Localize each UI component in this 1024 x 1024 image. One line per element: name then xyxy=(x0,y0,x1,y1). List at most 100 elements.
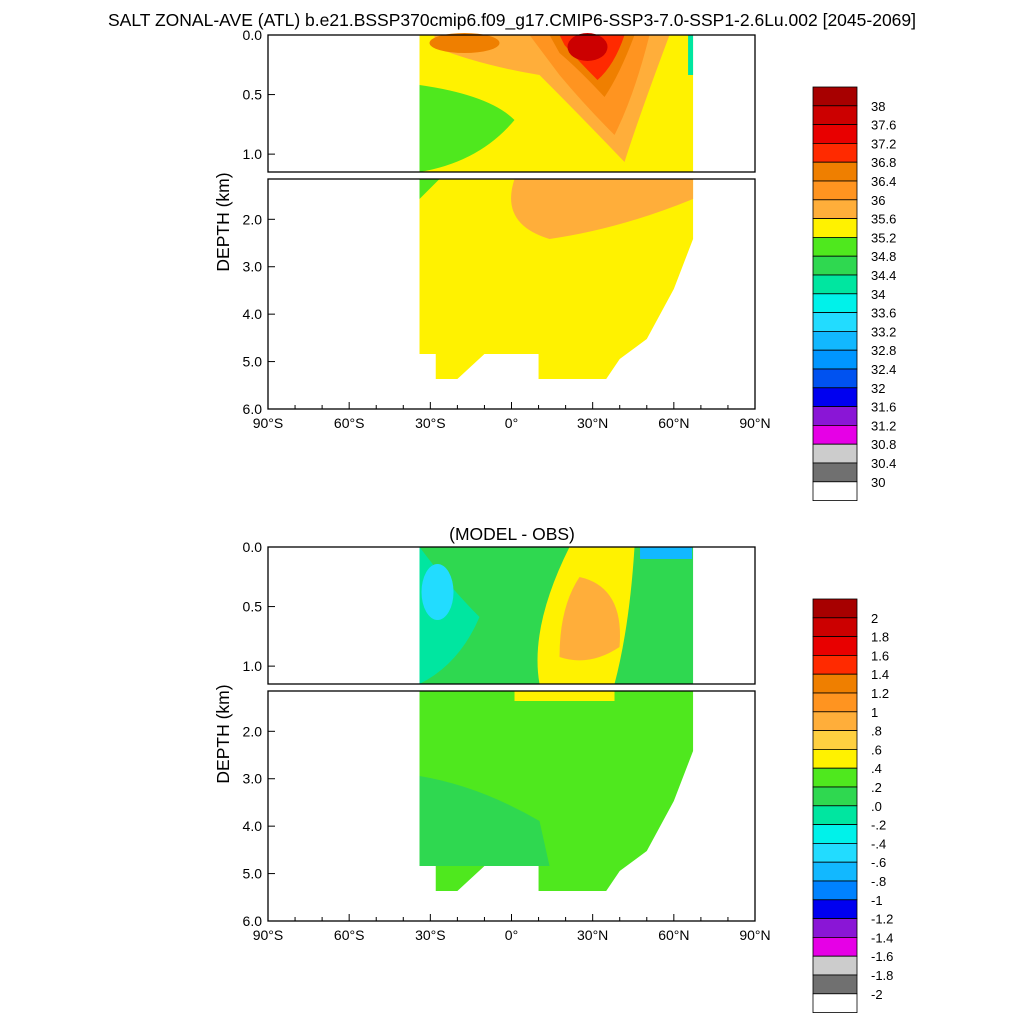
colorbar-label: .0 xyxy=(871,799,882,814)
colorbar-swatch xyxy=(812,199,858,220)
x-tick-label: 90°N xyxy=(739,927,770,943)
colorbar: 38 37.6 37.2 36.8 36.4 36 35.6 35.2 34.8 34.4 34 33… xyxy=(812,86,896,501)
field-shading xyxy=(419,547,694,891)
y-tick-label: 6.0 xyxy=(243,913,263,929)
y-tick-label: 2.0 xyxy=(243,723,263,739)
colorbar-swatch xyxy=(812,330,858,351)
x-tick-label: 0° xyxy=(505,415,518,431)
colorbar-label: .4 xyxy=(871,761,882,776)
colorbar-label: -.8 xyxy=(871,874,886,889)
colorbar-swatch xyxy=(812,105,858,126)
y-tick-label: 0.5 xyxy=(243,599,263,615)
panel-2: (MODEL - OBS) 90°S 60°S 30°S 0° 30°N 60°N 90°N 0… xyxy=(213,524,893,1013)
y-axis-label: DEPTH (km) xyxy=(213,684,233,783)
colorbar-swatch xyxy=(812,424,858,445)
colorbar-label: 36.4 xyxy=(871,174,896,189)
colorbar-swatch xyxy=(812,730,858,750)
colorbar-label: .6 xyxy=(871,742,882,757)
colorbar-label: 30.4 xyxy=(871,456,896,471)
colorbar-swatch xyxy=(812,861,858,882)
colorbar-label: 35.2 xyxy=(871,230,896,245)
field-shading xyxy=(419,33,694,379)
colorbar-swatch xyxy=(812,805,858,825)
colorbar-swatch xyxy=(812,387,858,407)
panels: 90°S 60°S 30°S 0° 30°N 60°N 90°N0.00.51.02.03.… xyxy=(213,27,896,1013)
y-tick-label: 1.0 xyxy=(243,658,263,674)
colorbar-swatch xyxy=(812,749,858,769)
colorbar-swatch xyxy=(812,368,858,389)
colorbar-swatch xyxy=(812,598,858,619)
colorbar-label: 37.2 xyxy=(871,136,896,151)
plot-frame-upper xyxy=(267,34,756,173)
colorbar-swatch xyxy=(812,974,858,995)
colorbar-swatch xyxy=(812,955,858,976)
field-region xyxy=(640,547,693,559)
colorbar-label: -.4 xyxy=(871,836,886,851)
colorbar-label: 1 xyxy=(871,705,878,720)
plot-frame-upper xyxy=(267,546,756,685)
colorbar-swatch xyxy=(812,655,858,675)
colorbar-swatch xyxy=(812,993,858,1013)
colorbar-label: 1.8 xyxy=(871,630,889,645)
field-region xyxy=(419,85,515,172)
y-tick-label: 4.0 xyxy=(243,818,263,834)
colorbar-swatch xyxy=(812,899,858,919)
colorbar-label: -1.6 xyxy=(871,949,893,964)
colorbar-swatch xyxy=(812,617,858,637)
colorbar-label: 37.6 xyxy=(871,118,896,133)
colorbar-label: -.6 xyxy=(871,855,886,870)
colorbar-label: 35.6 xyxy=(871,212,896,227)
x-tick-label: 30°S xyxy=(415,927,446,943)
y-tick-label: 2.0 xyxy=(243,211,263,227)
colorbar-label: .2 xyxy=(871,780,882,795)
y-tick-label: 3.0 xyxy=(243,259,263,275)
colorbar-swatch xyxy=(812,274,858,295)
colorbar-swatch xyxy=(812,180,858,201)
colorbar-swatch xyxy=(812,255,858,276)
colorbar-swatch xyxy=(812,843,858,863)
x-tick-label: 90°S xyxy=(253,415,284,431)
field-region xyxy=(429,33,500,53)
colorbar-label: 30.8 xyxy=(871,437,896,452)
colorbar-swatch xyxy=(812,161,858,182)
field-region xyxy=(559,577,621,661)
x-tick-label: 90°S xyxy=(253,927,284,943)
colorbar-swatch xyxy=(812,293,858,313)
y-tick-label: 0.5 xyxy=(243,87,263,103)
panel-1: 90°S 60°S 30°S 0° 30°N 60°N 90°N 0.0 0.5 1.0 2.0 3.… xyxy=(213,27,896,501)
colorbar-label: 34.4 xyxy=(871,268,896,283)
y-tick-label: 5.0 xyxy=(243,866,263,882)
colorbar-label: -1.2 xyxy=(871,912,893,927)
colorbar-swatch xyxy=(812,786,858,807)
colorbar-swatch xyxy=(812,236,858,257)
colorbar-label: 31.6 xyxy=(871,400,896,415)
colorbar-swatch xyxy=(812,86,858,107)
field-region xyxy=(419,179,440,199)
colorbar: 21.81.61.41.21.8.6.4.2.0-.2-.4-.6-.8-1-1… xyxy=(812,598,893,1013)
colorbar-label: -1 xyxy=(871,893,883,908)
x-tick-label: 30°N xyxy=(577,415,608,431)
y-tick-label: 0.0 xyxy=(243,27,263,43)
field-region xyxy=(419,776,550,866)
colorbar-swatch xyxy=(812,443,858,464)
colorbar-swatch xyxy=(812,824,858,844)
x-tick-label: 60°N xyxy=(658,927,689,943)
colorbar-label: 1.6 xyxy=(871,648,889,663)
colorbar-swatch xyxy=(812,481,858,501)
field-region xyxy=(419,179,694,379)
colorbar-swatch xyxy=(812,406,858,426)
colorbar-label: -1.8 xyxy=(871,968,893,983)
x-tick-label: 60°N xyxy=(658,415,689,431)
colorbar-swatch xyxy=(812,462,858,483)
colorbar-label: -1.4 xyxy=(871,930,893,945)
colorbar-label: 32.8 xyxy=(871,343,896,358)
colorbar-label: 30 xyxy=(871,475,885,490)
colorbar-label: 32 xyxy=(871,381,885,396)
x-tick-label: 90°N xyxy=(739,415,770,431)
colorbar-swatch xyxy=(812,124,858,144)
field-region xyxy=(514,691,615,701)
colorbar-swatch xyxy=(812,918,858,938)
colorbar-label: 1.4 xyxy=(871,667,889,682)
y-axis-label: DEPTH (km) xyxy=(213,172,233,271)
x-tick-label: 60°S xyxy=(334,927,365,943)
